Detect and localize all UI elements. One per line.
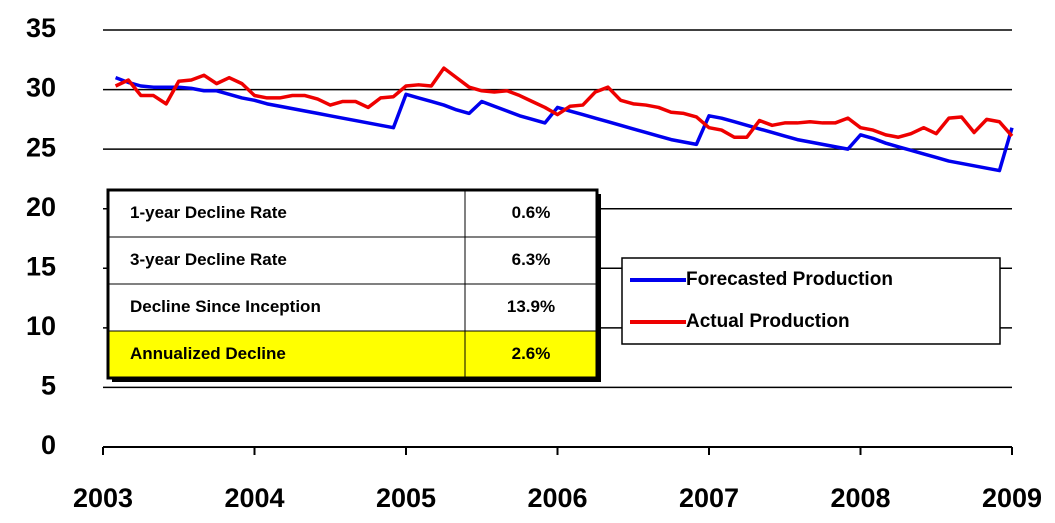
legend-box	[621, 257, 1001, 345]
table-value: 0.6%	[512, 203, 551, 222]
table-value: 6.3%	[512, 250, 551, 269]
table-label: Decline Since Inception	[130, 297, 321, 316]
table-row	[107, 236, 598, 285]
x-tick-label: 2009	[982, 483, 1042, 513]
x-tick-label: 2004	[224, 483, 284, 513]
y-tick-label: 5	[41, 371, 56, 401]
y-tick-label: 0	[41, 430, 56, 460]
table-label: 3-year Decline Rate	[130, 250, 287, 269]
y-tick-label: 20	[26, 192, 56, 222]
table-value: 13.9%	[507, 297, 555, 316]
y-tick-label: 30	[26, 73, 56, 103]
y-tick-label: 35	[26, 13, 56, 43]
x-tick-label: 2006	[527, 483, 587, 513]
y-tick-label: 15	[26, 251, 56, 281]
table-label: Annualized Decline	[130, 344, 286, 363]
table-row	[107, 283, 598, 332]
legend-label: Actual Production	[686, 311, 850, 332]
y-tick-label: 10	[26, 311, 56, 341]
data-line	[114, 66, 1014, 139]
x-tick-label: 2007	[679, 483, 739, 513]
y-tick-label: 25	[26, 132, 56, 162]
x-tick-label: 2008	[830, 483, 890, 513]
legend-label: Forecasted Production	[686, 269, 893, 290]
x-tick-label: 2005	[376, 483, 436, 513]
table-label: 1-year Decline Rate	[130, 203, 287, 222]
table-value: 2.6%	[512, 344, 551, 363]
x-tick-label: 2003	[73, 483, 133, 513]
table-border	[106, 188, 599, 380]
